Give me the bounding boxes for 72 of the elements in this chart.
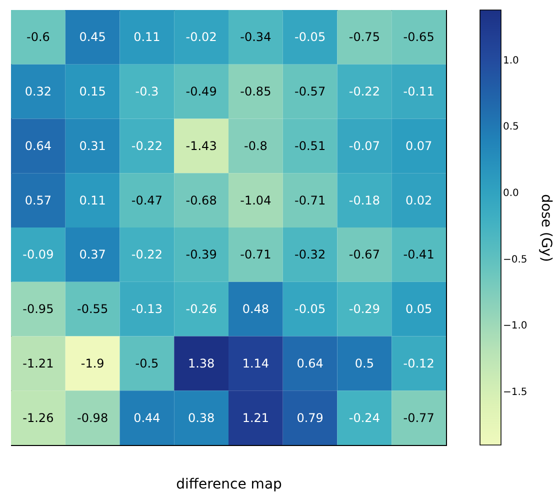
data-label: -0.12 (403, 356, 434, 370)
data-label: -0.68 (186, 193, 217, 208)
data-label: -0.09 (22, 248, 54, 262)
data-label: -0.55 (77, 302, 108, 316)
data-label: 0.05 (405, 302, 432, 316)
data-label: -1.9 (80, 356, 104, 370)
data-label: -0.57 (294, 84, 326, 99)
data-label: -0.24 (348, 410, 380, 425)
data-label: -0.71 (294, 193, 326, 208)
data-label: -0.51 (294, 138, 326, 153)
data-label: -0.02 (186, 30, 217, 44)
data-label: -1.21 (22, 356, 54, 370)
data-label: -0.8 (244, 138, 268, 153)
data-label: -0.39 (186, 248, 217, 262)
data-label: -0.32 (294, 248, 326, 262)
data-label: 0.64 (24, 138, 52, 153)
data-label: -0.47 (131, 193, 162, 208)
data-label: -0.29 (348, 302, 380, 316)
data-label: 0.11 (79, 193, 106, 208)
data-label: -0.11 (403, 84, 434, 99)
color-bar-label: −1.0 (503, 320, 528, 332)
data-label: 0.11 (134, 30, 160, 44)
data-label: -0.49 (186, 84, 217, 99)
data-label: 0.37 (79, 248, 106, 262)
color-bar-label: 1.0 (503, 55, 519, 66)
data-label: -0.95 (22, 302, 54, 316)
data-label: 0.64 (296, 356, 324, 370)
data-label: -0.67 (348, 248, 380, 262)
x-axis-title: difference map (176, 476, 282, 492)
color-bar-label: −0.5 (503, 254, 528, 266)
data-label: -0.6 (26, 30, 50, 44)
data-label: 1.14 (242, 356, 270, 370)
data-label: 0.44 (134, 410, 160, 425)
data-label: 0.32 (24, 84, 52, 99)
color-bar-label: −1.5 (503, 386, 528, 398)
data-label: -1.26 (22, 410, 54, 425)
data-label: 0.79 (296, 410, 324, 425)
data-label: -0.18 (348, 193, 380, 208)
data-label: 0.57 (24, 193, 52, 208)
data-label: -0.98 (77, 410, 108, 425)
data-label: -1.43 (186, 138, 217, 153)
data-label: 0.02 (405, 193, 432, 208)
data-label: 1.21 (242, 410, 270, 425)
data-label: 0.15 (79, 84, 106, 99)
data-label: -0.77 (403, 410, 434, 425)
data-label: -0.22 (131, 248, 162, 262)
data-label: -0.85 (240, 84, 272, 99)
data-label: -0.5 (135, 356, 159, 370)
color-bar-title: dose (Gy) (538, 194, 554, 262)
data-label: -0.75 (348, 30, 380, 44)
data-label: -0.05 (294, 30, 326, 44)
data-label: -0.26 (186, 302, 217, 316)
color-bar-label: 0.0 (503, 188, 519, 200)
data-label: 1.38 (188, 356, 215, 370)
data-label: -1.04 (240, 193, 272, 208)
data-label: 0.48 (242, 302, 270, 316)
data-label: 0.38 (188, 410, 215, 425)
data-label: -0.65 (403, 30, 434, 44)
data-label: -0.13 (131, 302, 162, 316)
data-label: -0.3 (135, 84, 159, 99)
data-label: -0.22 (348, 84, 380, 99)
data-label: 0.5 (354, 356, 374, 370)
data-label: -0.07 (348, 138, 380, 153)
data-label: -0.05 (294, 302, 326, 316)
data-label: 0.07 (405, 138, 432, 153)
data-label: 0.45 (79, 30, 106, 44)
data-label: 0.31 (79, 138, 106, 153)
data-label: -0.22 (131, 138, 162, 153)
data-label: -0.41 (403, 248, 434, 262)
color-bar-label: 0.5 (503, 122, 519, 133)
data-label: -0.71 (240, 248, 272, 262)
data-label: -0.34 (240, 30, 272, 44)
